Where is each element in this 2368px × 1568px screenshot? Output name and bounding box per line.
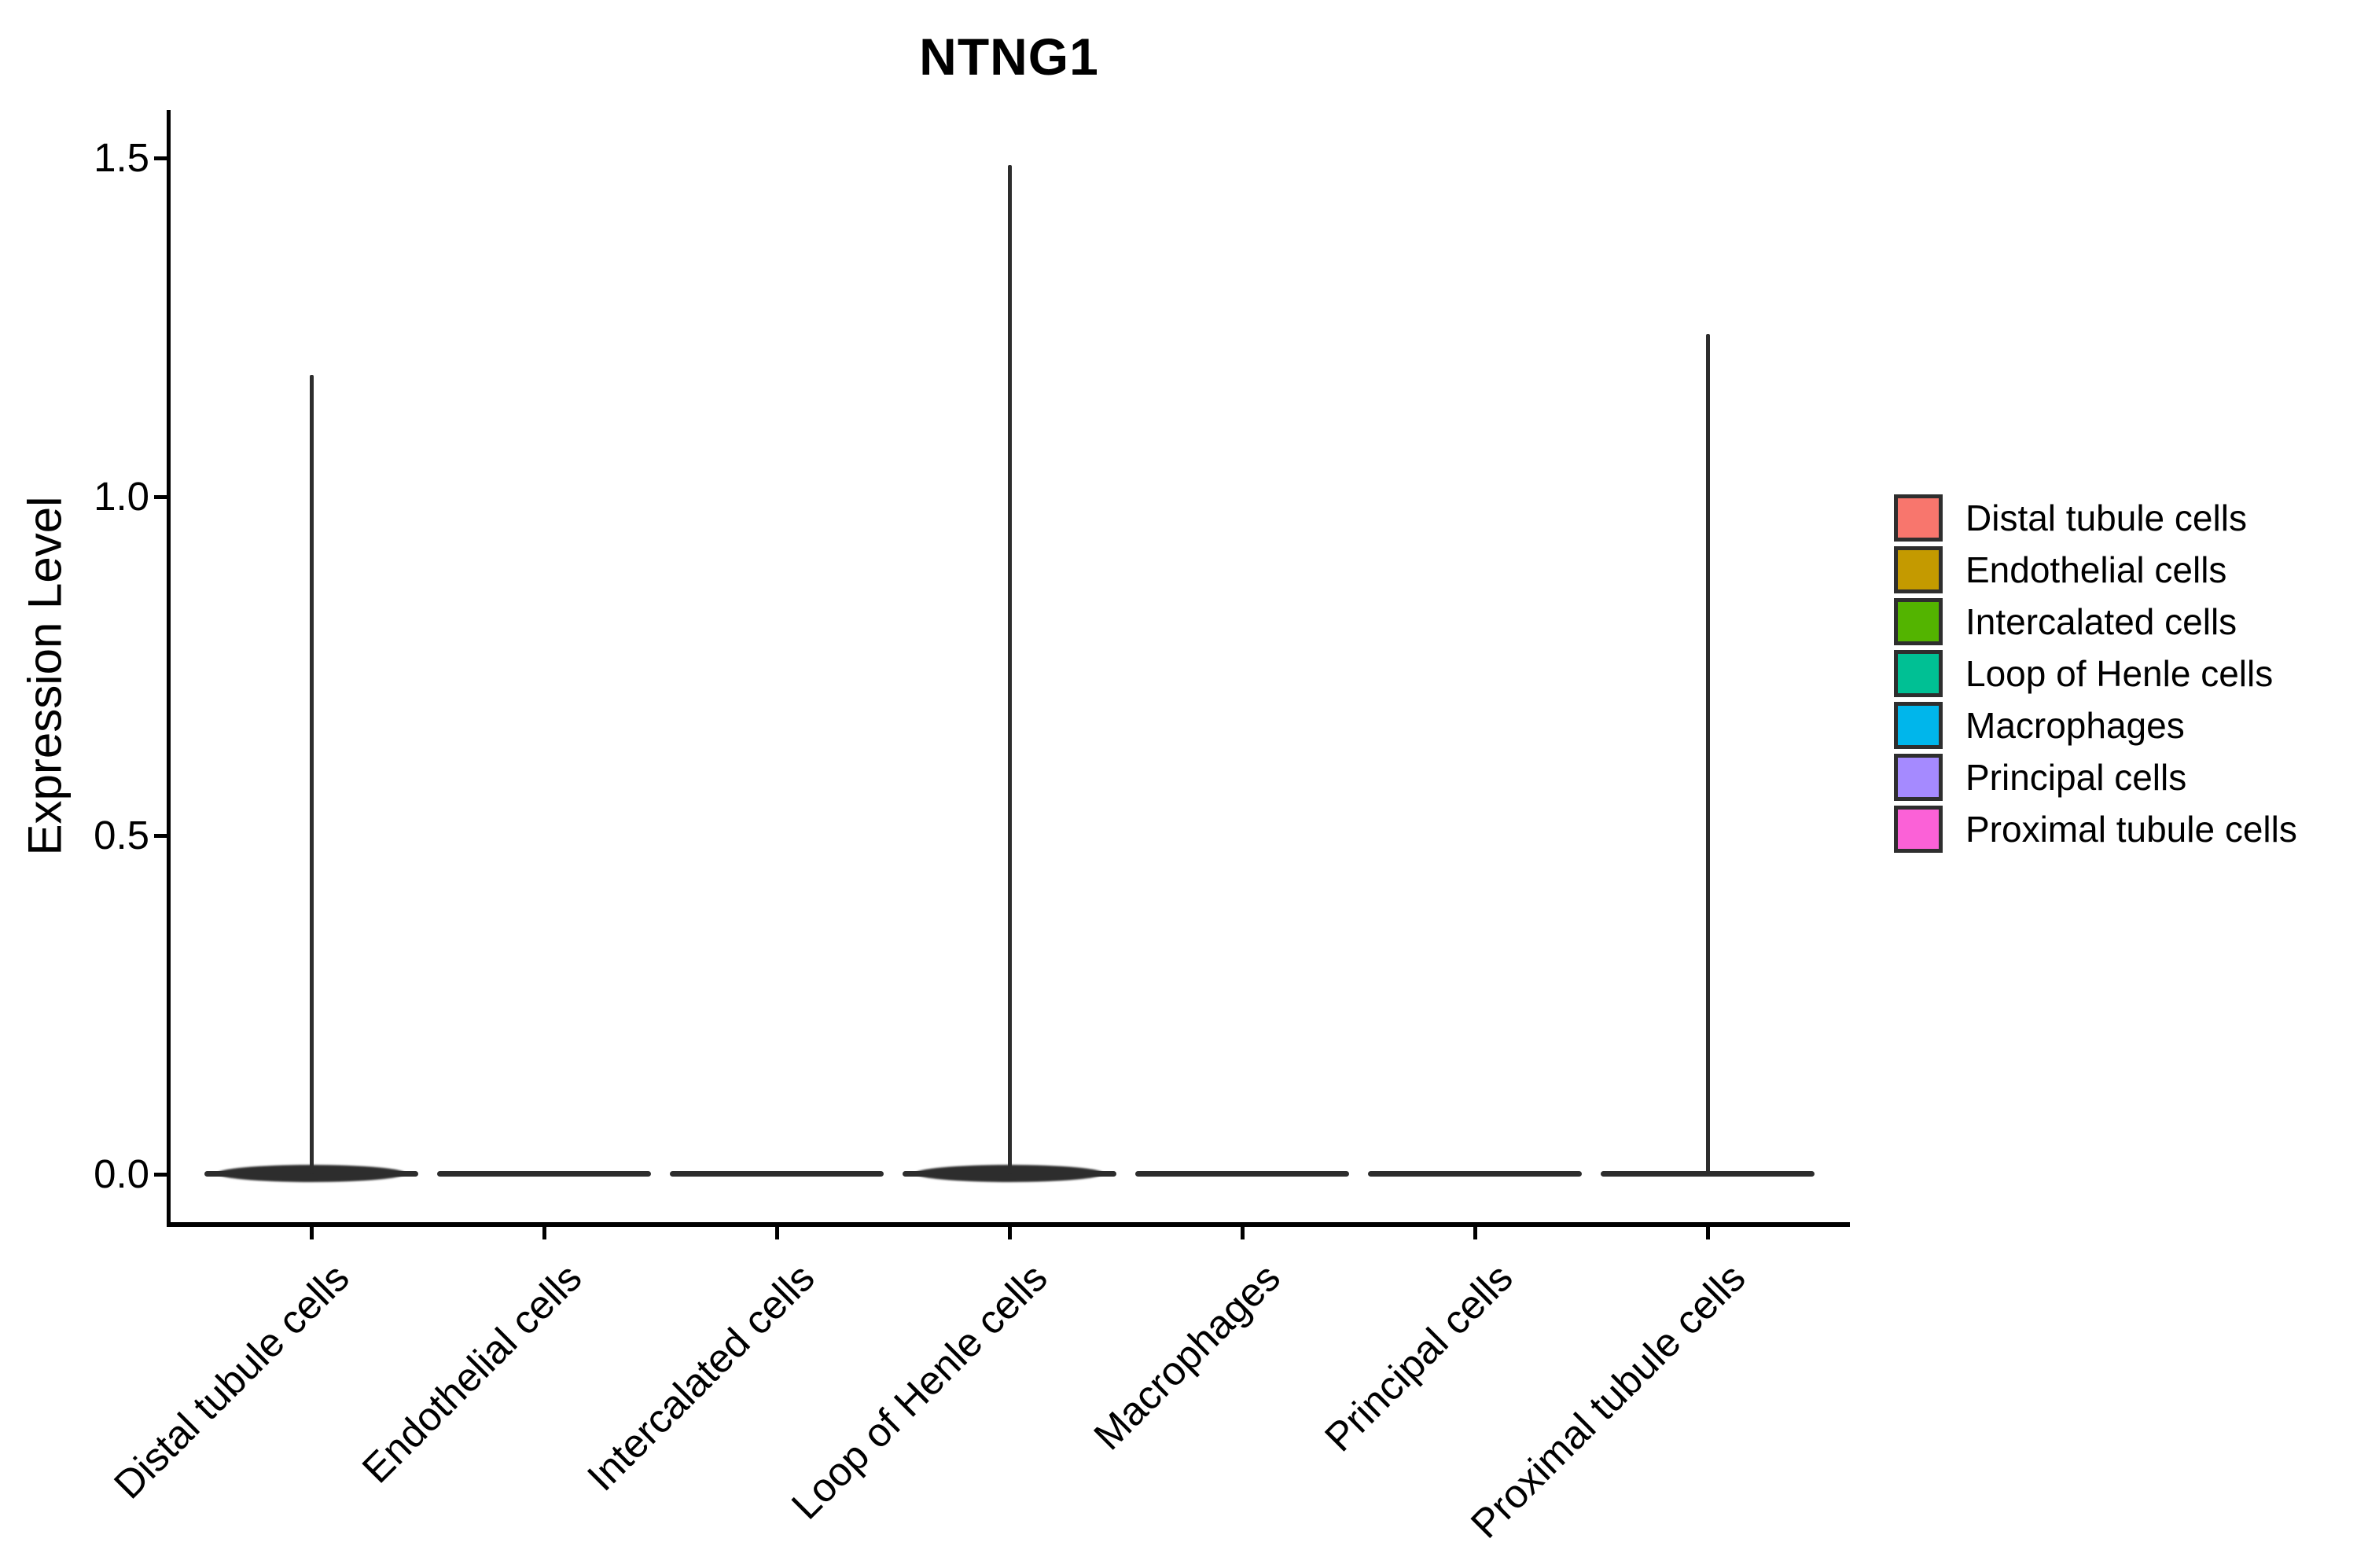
- y-tick: [154, 1172, 167, 1177]
- violin-spike: [1007, 164, 1012, 1174]
- violin-spike: [1705, 334, 1710, 1174]
- x-tick-label: Intercalated cells: [579, 1254, 824, 1500]
- violin-baseline-bar: [437, 1171, 651, 1177]
- legend-item: Loop of Henle cells: [1894, 650, 2297, 697]
- x-tick-label: Loop of Henle cells: [782, 1254, 1057, 1528]
- x-tick-label: Macrophages: [1085, 1254, 1289, 1459]
- y-tick-label: 1.0: [94, 474, 149, 519]
- x-tick: [542, 1227, 546, 1239]
- x-tick: [1240, 1227, 1245, 1239]
- legend-swatch: [1894, 650, 1943, 697]
- legend-swatch: [1894, 546, 1943, 593]
- x-tick: [774, 1227, 779, 1239]
- legend-label: Endothelial cells: [1965, 549, 2227, 590]
- legend-item: Intercalated cells: [1894, 598, 2297, 645]
- legend-item: Distal tubule cells: [1894, 494, 2297, 542]
- legend-swatch: [1894, 754, 1943, 801]
- x-tick: [1007, 1227, 1012, 1239]
- legend-label: Distal tubule cells: [1965, 498, 2247, 538]
- legend-swatch: [1894, 702, 1943, 749]
- x-axis-line: [167, 1222, 1850, 1227]
- y-axis-title: Expression Level: [18, 496, 72, 856]
- violin-spike: [309, 374, 314, 1174]
- legend-swatch: [1894, 494, 1943, 542]
- legend-swatch: [1894, 598, 1943, 645]
- x-tick-label: Endothelial cells: [354, 1254, 591, 1492]
- legend-item: Principal cells: [1894, 754, 2297, 801]
- violin-baseline-bar: [1135, 1171, 1349, 1177]
- legend-swatch: [1894, 806, 1943, 853]
- legend-label: Macrophages: [1965, 705, 2185, 746]
- legend-label: Intercalated cells: [1965, 601, 2237, 642]
- x-tick-label: Distal tubule cells: [105, 1254, 359, 1507]
- x-tick-label: Principal cells: [1316, 1254, 1522, 1460]
- y-tick-label: 0.0: [94, 1151, 149, 1196]
- x-tick: [1705, 1227, 1710, 1239]
- legend-item: Proximal tubule cells: [1894, 806, 2297, 853]
- y-tick-label: 1.5: [94, 135, 149, 180]
- legend-label: Loop of Henle cells: [1965, 653, 2274, 694]
- y-axis-line: [167, 110, 171, 1226]
- legend: Distal tubule cells Endothelial cells Inte…: [1894, 494, 2297, 853]
- legend-item: Endothelial cells: [1894, 546, 2297, 593]
- x-tick: [309, 1227, 314, 1239]
- y-tick: [154, 833, 167, 838]
- legend-label: Proximal tubule cells: [1965, 809, 2297, 850]
- y-tick-label: 0.5: [94, 813, 149, 857]
- plot-title: NTNG1: [919, 28, 1099, 86]
- y-tick: [154, 494, 167, 499]
- violin-baseline-bar: [1368, 1171, 1582, 1177]
- x-tick: [1473, 1227, 1477, 1239]
- legend-label: Principal cells: [1965, 757, 2187, 798]
- legend-item: Macrophages: [1894, 702, 2297, 749]
- violin-baseline-bar: [670, 1171, 884, 1177]
- y-tick: [154, 156, 167, 160]
